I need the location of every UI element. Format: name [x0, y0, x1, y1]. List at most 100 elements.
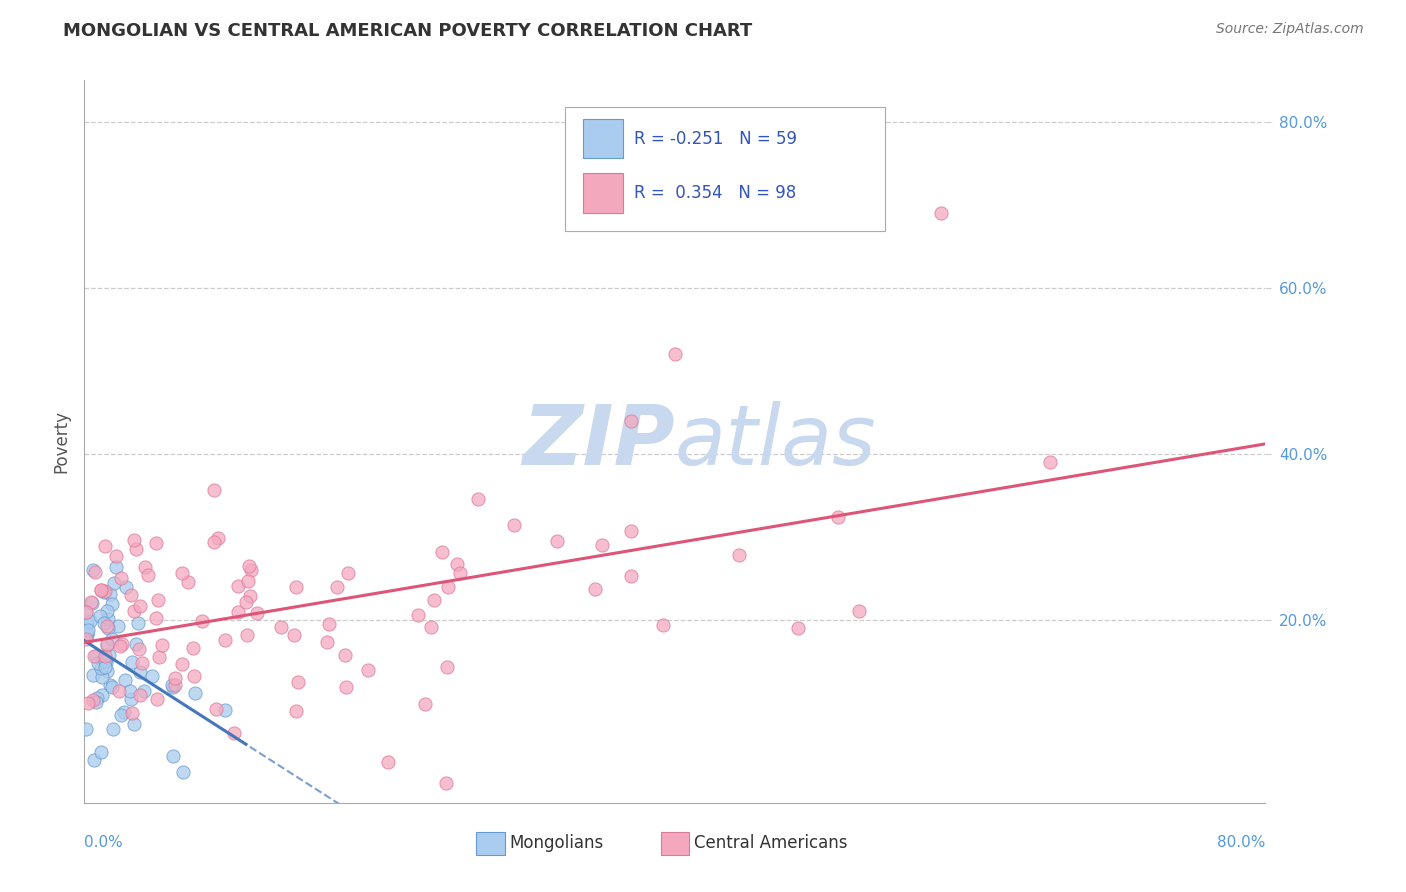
Point — [82, 692, 104, 706]
Point — [160, 678, 183, 692]
Point — [202, 483, 225, 497]
Point — [89, 609, 111, 624]
Point — [148, 649, 170, 664]
Point — [620, 414, 643, 428]
Point — [236, 574, 259, 589]
Point — [239, 589, 262, 603]
Point — [94, 660, 117, 674]
Point — [121, 706, 143, 720]
Point — [415, 697, 437, 711]
Text: Mongolians: Mongolians — [509, 834, 603, 852]
Text: 80.0%: 80.0% — [1218, 835, 1265, 850]
Point — [110, 571, 132, 585]
Point — [97, 612, 120, 626]
Point — [141, 669, 163, 683]
Point — [83, 753, 105, 767]
Point — [238, 558, 260, 573]
Point — [90, 583, 112, 598]
Text: Source: ZipAtlas.com: Source: ZipAtlas.com — [1216, 22, 1364, 37]
Point — [128, 688, 150, 702]
Point — [82, 563, 104, 577]
Point — [96, 604, 118, 618]
Point — [134, 683, 156, 698]
Point — [96, 619, 118, 633]
Point — [94, 584, 117, 599]
Point — [136, 568, 159, 582]
Point — [112, 706, 135, 720]
Point — [1038, 455, 1060, 469]
Point — [287, 675, 309, 690]
Point — [284, 580, 307, 594]
Point — [591, 537, 613, 551]
Point — [335, 680, 357, 694]
Point — [146, 692, 169, 706]
Point — [502, 518, 524, 533]
Point — [226, 605, 249, 619]
Point — [76, 616, 98, 631]
FancyBboxPatch shape — [582, 120, 623, 158]
Point — [127, 616, 149, 631]
Point — [183, 640, 205, 655]
Point — [90, 583, 112, 598]
Point — [183, 668, 205, 682]
Point — [336, 566, 359, 580]
Text: R = -0.251   N = 59: R = -0.251 N = 59 — [634, 130, 797, 148]
Point — [76, 625, 98, 640]
Point — [283, 627, 305, 641]
Point — [377, 755, 399, 769]
Point — [84, 649, 107, 664]
Point — [226, 579, 249, 593]
Point — [177, 574, 200, 589]
Point — [129, 665, 152, 680]
Point — [110, 640, 132, 654]
Point — [122, 604, 145, 618]
Point — [75, 722, 97, 736]
Point — [162, 749, 184, 764]
Point — [172, 566, 194, 580]
Point — [107, 684, 129, 698]
Point — [150, 639, 173, 653]
Point — [146, 592, 169, 607]
Point — [75, 605, 97, 619]
Point — [128, 599, 150, 613]
Point — [214, 632, 236, 647]
Point — [406, 607, 429, 622]
Point — [235, 595, 257, 609]
Point — [224, 726, 246, 740]
Point — [83, 649, 105, 664]
Point — [449, 566, 471, 580]
Point — [110, 708, 132, 723]
Point — [111, 637, 134, 651]
Point — [848, 604, 870, 618]
Point — [75, 632, 97, 646]
Point — [100, 597, 122, 611]
Point — [93, 585, 115, 599]
Point — [131, 656, 153, 670]
Point — [83, 566, 105, 580]
Point — [82, 668, 104, 682]
Point — [100, 632, 122, 646]
Point — [240, 563, 263, 577]
Point — [80, 596, 103, 610]
Point — [93, 648, 115, 663]
Point — [93, 654, 115, 668]
Point — [357, 663, 380, 677]
Point — [118, 683, 141, 698]
Point — [270, 620, 292, 634]
FancyBboxPatch shape — [582, 173, 623, 212]
Point — [97, 621, 120, 635]
Point — [120, 588, 142, 602]
Point — [467, 491, 489, 506]
Point — [202, 535, 225, 549]
Point — [162, 680, 184, 694]
Point — [101, 722, 124, 736]
Point — [236, 628, 259, 642]
Point — [114, 673, 136, 687]
Point — [104, 560, 127, 574]
Point — [929, 206, 952, 220]
Point — [190, 614, 212, 628]
Point — [93, 616, 115, 631]
Point — [420, 620, 443, 634]
Point — [94, 655, 117, 669]
FancyBboxPatch shape — [565, 107, 886, 230]
